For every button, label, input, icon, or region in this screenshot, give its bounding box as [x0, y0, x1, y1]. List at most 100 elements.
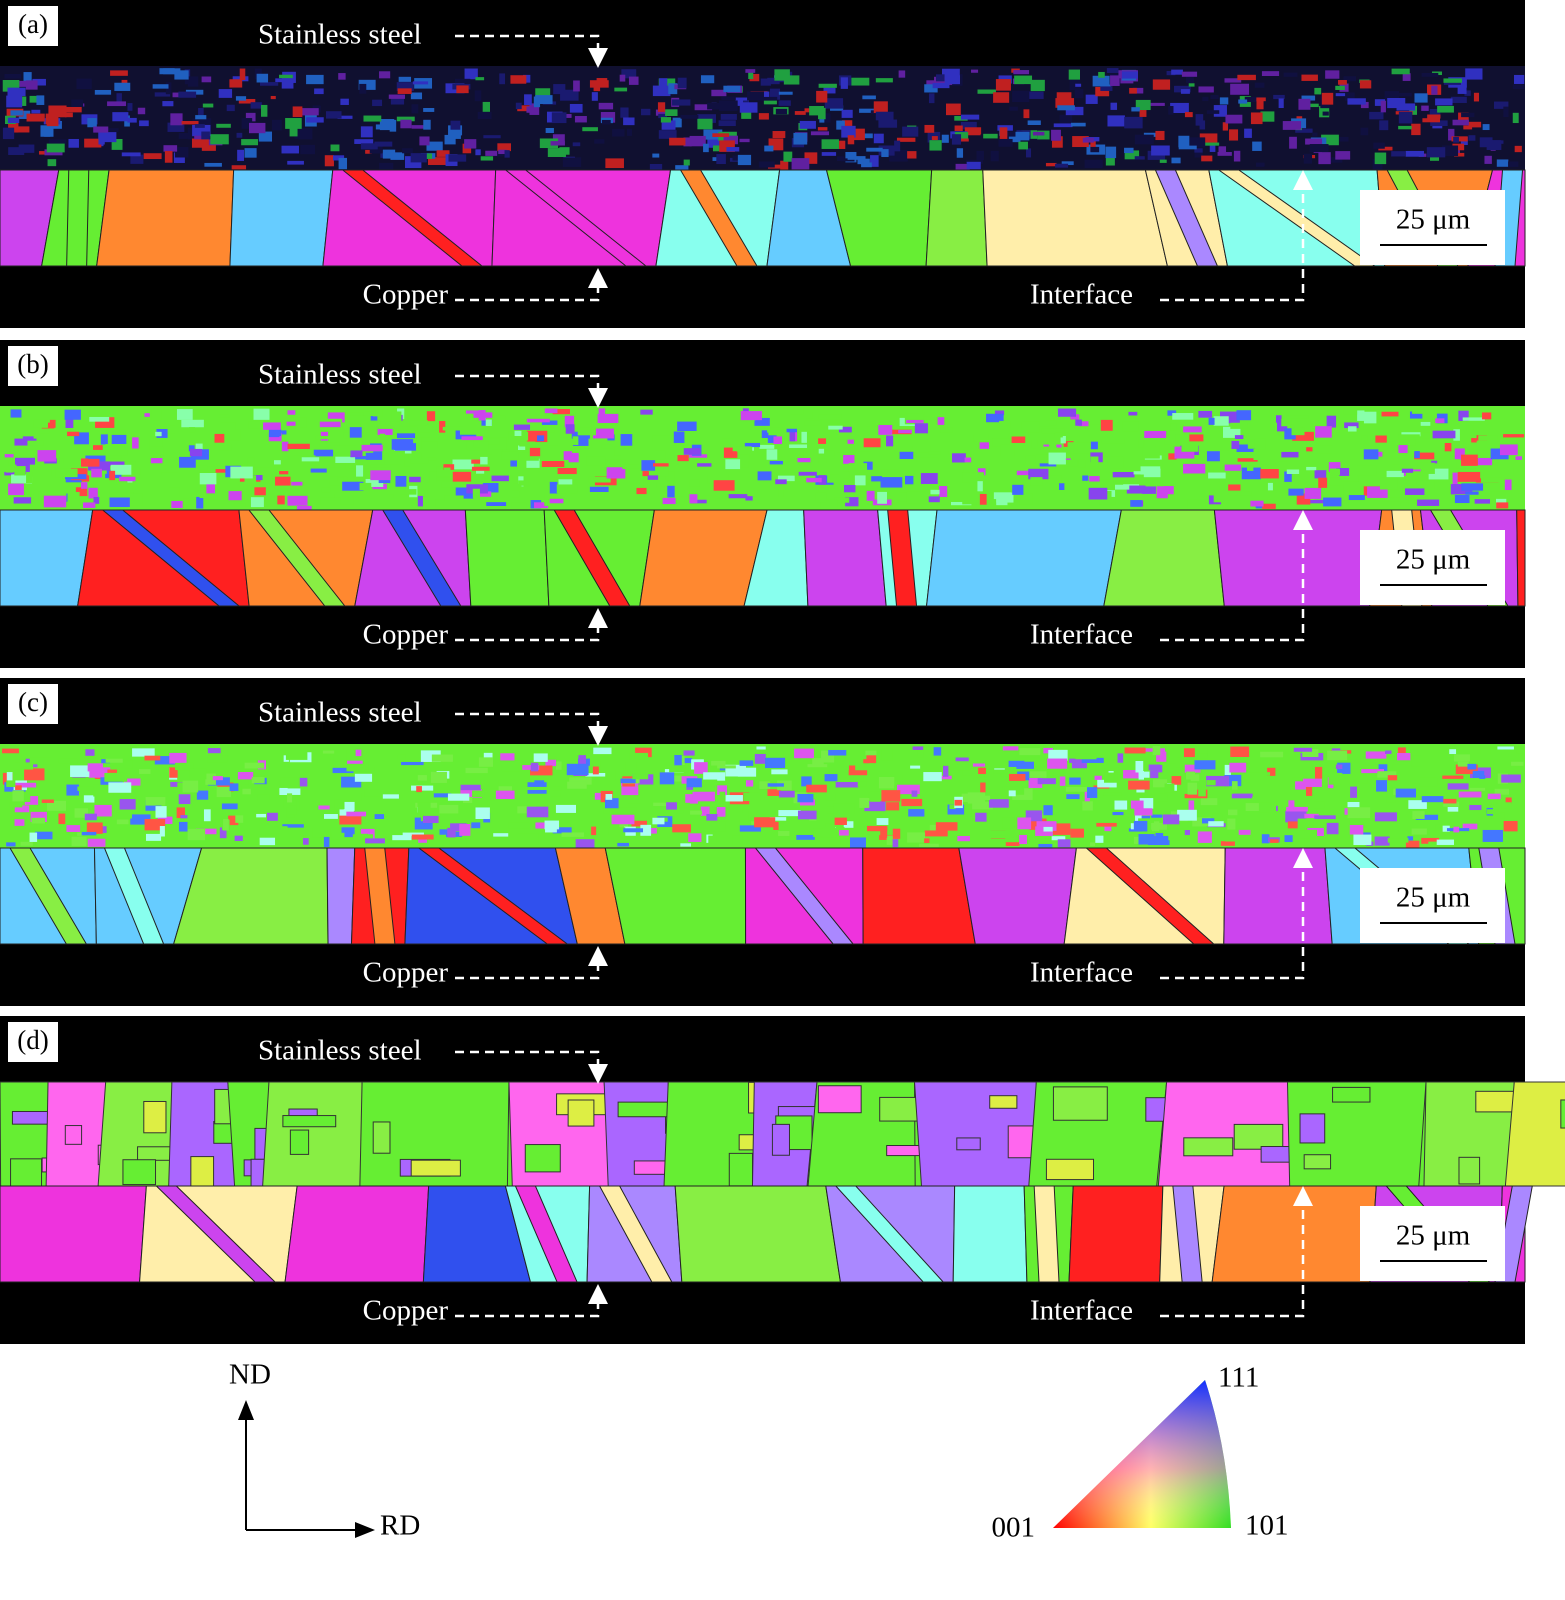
steel-grain	[711, 760, 726, 766]
steel-grain	[396, 116, 415, 122]
steel-grain	[629, 752, 649, 760]
steel-grain	[652, 153, 660, 158]
steel-grain	[219, 827, 227, 839]
steel-grain	[144, 755, 161, 761]
steel-grain	[25, 80, 38, 90]
steel-grain	[1037, 778, 1056, 785]
steel-grain	[155, 431, 162, 437]
steel-grain	[116, 810, 133, 819]
steel-grain	[1095, 86, 1110, 97]
steel-grain	[995, 79, 1011, 91]
steel-grain	[1347, 801, 1360, 808]
steel-grain	[379, 71, 391, 79]
steel-grain	[285, 748, 308, 760]
steel-grain	[1072, 136, 1089, 148]
steel-grain	[827, 474, 840, 483]
steel-grain	[760, 96, 778, 101]
steel-grain	[513, 424, 531, 430]
steel-grain	[207, 755, 228, 763]
steel-grain	[996, 495, 1008, 506]
steel-grain	[342, 481, 364, 491]
steel-grain	[801, 776, 812, 787]
steel-grain	[515, 102, 522, 110]
steel-grain	[1444, 442, 1452, 452]
steel-grain	[936, 78, 951, 85]
steel-grain	[880, 827, 888, 838]
steel-grain	[334, 493, 354, 505]
steel-grain	[952, 453, 966, 463]
scale-box	[1360, 530, 1505, 605]
steel-grain	[1431, 460, 1438, 464]
steel-grain	[972, 801, 993, 810]
steel-grain	[1454, 448, 1465, 460]
steel-grain	[851, 77, 870, 86]
steel-grain	[477, 111, 492, 120]
steel-grain	[1101, 439, 1125, 444]
steel-grain	[306, 117, 324, 123]
steel-grain	[1306, 786, 1313, 796]
steel-grain	[954, 116, 968, 121]
steel-grain	[26, 471, 33, 483]
steel-grain	[383, 449, 395, 454]
interface-arrow	[1160, 170, 1313, 302]
steel-grain	[431, 754, 453, 762]
steel-grain	[652, 435, 672, 443]
steel-grain	[497, 143, 512, 152]
steel-grain	[1082, 801, 1093, 811]
steel-grain	[1373, 142, 1385, 149]
steel-grain	[764, 145, 774, 152]
steel-grain	[1055, 98, 1075, 108]
steel-grain	[725, 764, 746, 777]
steel-grain	[230, 466, 253, 479]
steel-grain	[1002, 817, 1015, 829]
steel-grain	[171, 500, 183, 508]
steel-grain	[535, 88, 551, 98]
steel-grain	[754, 753, 766, 764]
steel-grain	[478, 477, 498, 488]
steel-grain	[1144, 439, 1165, 446]
steel-grain	[767, 77, 780, 85]
steel-grain	[501, 764, 523, 772]
steel-grain	[1181, 441, 1199, 452]
steel-grain	[1184, 764, 1201, 773]
steel-grain	[285, 118, 302, 129]
steel-grain	[459, 824, 471, 836]
steel-grain	[239, 68, 246, 80]
steel-grain	[818, 438, 827, 444]
steel-grain	[1405, 150, 1425, 157]
steel-grain	[1139, 106, 1147, 117]
steel-grain	[1412, 409, 1430, 414]
steel-grain	[1038, 843, 1053, 848]
steel-grain	[628, 795, 641, 804]
steel-grain	[256, 813, 267, 818]
ipf-001: 001	[992, 1512, 1036, 1544]
steel-grain	[149, 438, 163, 450]
steel-grain	[601, 444, 614, 449]
steel-grain	[427, 157, 447, 165]
steel-grain	[396, 82, 414, 91]
steel-grain	[1376, 780, 1388, 792]
steel-grain	[847, 439, 854, 444]
steel-grain	[1154, 793, 1168, 802]
steel-grain	[726, 775, 733, 780]
steel-grain	[574, 116, 587, 123]
steel-grain	[384, 457, 401, 465]
steel-grain	[597, 413, 619, 424]
steel-grain	[1152, 79, 1171, 90]
steel-grain	[690, 499, 707, 504]
steel-grain	[614, 87, 628, 92]
steel-grain	[1178, 145, 1197, 150]
steel-grain	[786, 428, 797, 433]
steel-grain	[847, 135, 855, 145]
steel-grain	[1227, 809, 1238, 816]
steel-grain	[1010, 430, 1029, 437]
steel-grain	[801, 431, 807, 443]
steel-grain	[1085, 94, 1098, 104]
steel-grain	[340, 98, 349, 105]
steel-grain	[910, 765, 921, 769]
steel-grain	[1188, 83, 1195, 87]
steel-grain	[529, 103, 540, 115]
steel-grain	[1103, 792, 1122, 796]
steel-grain	[688, 454, 708, 458]
steel-grain	[649, 164, 663, 170]
